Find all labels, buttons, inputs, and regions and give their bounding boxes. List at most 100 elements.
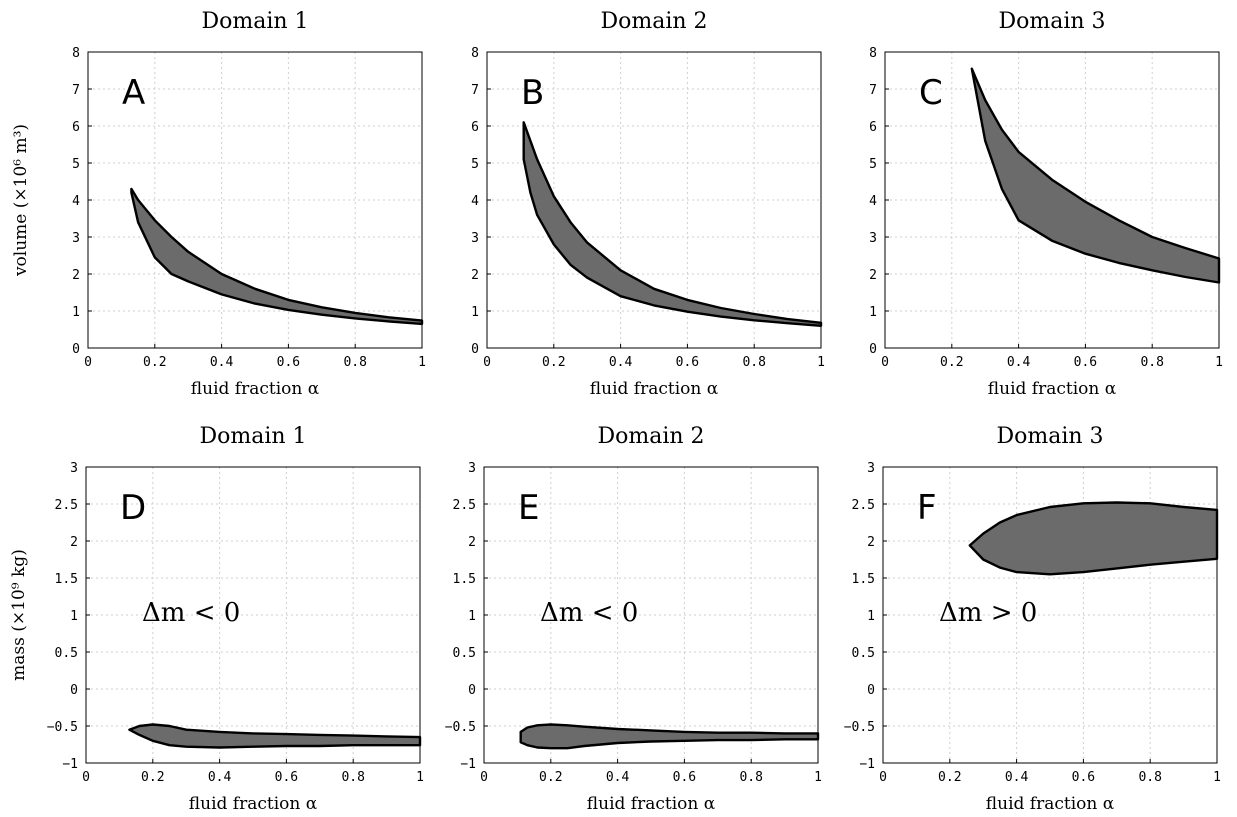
x-tick-label: 0.2 — [940, 355, 963, 370]
x-axis-label: fluid fraction α — [590, 379, 719, 399]
x-tick-label: 1 — [814, 770, 822, 785]
feasible-region — [970, 67, 1221, 284]
y-tick-label: 0.5 — [55, 646, 78, 661]
panel-1: 0 0.2 0.4 0.6 0.8 1 0 1 2 3 4 5 6 7 8 Domain 1 fluid fra… — [11, 9, 426, 399]
y-tick-label: 7 — [869, 83, 877, 98]
y-tick-label: 0.5 — [852, 646, 875, 661]
x-tick-label: 1 — [1215, 355, 1223, 370]
y-tick-label: 2 — [471, 268, 479, 283]
y-tick-label: 3 — [867, 461, 875, 476]
y-tick-label: 2 — [468, 535, 476, 550]
x-tick-label: 0 — [881, 355, 889, 370]
y-tick-label: −0.5 — [844, 720, 875, 735]
x-tick-label: 0.4 — [1005, 770, 1029, 785]
y-tick-label: 5 — [471, 157, 479, 172]
panel-title: Domain 3 — [996, 424, 1103, 449]
y-tick-label: 5 — [869, 157, 877, 172]
x-tick-label: 0.8 — [341, 770, 364, 785]
x-tick-label: 0.8 — [1138, 770, 1161, 785]
x-axis-label: fluid fraction α — [189, 794, 318, 814]
feasible-region — [968, 501, 1219, 576]
x-tick-label: 0.6 — [277, 355, 300, 370]
y-tick-label: 8 — [72, 46, 80, 61]
y-tick-label: −1 — [859, 757, 875, 772]
y-tick-label: 6 — [72, 120, 80, 135]
y-tick-label: 7 — [471, 83, 479, 98]
x-tick-label: 1 — [418, 355, 426, 370]
x-tick-label: 0.2 — [143, 355, 166, 370]
y-tick-label: 8 — [869, 46, 877, 61]
y-tick-label: 2.5 — [55, 498, 78, 513]
plot-frame — [87, 51, 423, 349]
y-tick-label: 3 — [869, 231, 877, 246]
panel-3: 0 0.2 0.4 0.6 0.8 1 0 1 2 3 4 5 6 7 8 Domain 3 fluid fra… — [869, 9, 1223, 399]
y-tick-label: −1 — [62, 757, 78, 772]
x-tick-label: 0.8 — [343, 355, 366, 370]
x-axis-label: fluid fraction α — [986, 794, 1115, 814]
x-tick-label: 0 — [483, 355, 491, 370]
y-axis-label: mass (×10⁹ kg) — [9, 549, 29, 681]
x-tick-label: 0.6 — [1072, 770, 1095, 785]
x-tick-label: 0.2 — [938, 770, 961, 785]
feasible-region — [128, 723, 422, 749]
panel-letter: E — [518, 488, 539, 528]
y-tick-label: 1 — [471, 305, 479, 320]
y-tick-label: 5 — [72, 157, 80, 172]
y-tick-label: 0 — [72, 342, 80, 357]
y-tick-label: 2.5 — [453, 498, 476, 513]
mass-change-annotation: Δm > 0 — [939, 598, 1037, 628]
plot-frame — [483, 466, 819, 764]
panel-4: 0 0.2 0.4 0.6 0.8 1 −1 −0.5 0 0.5 1 1.5 2 2.5 3 Domain … — [9, 424, 424, 814]
x-tick-label: 0.8 — [739, 770, 762, 785]
panel-letter: A — [122, 73, 145, 113]
x-tick-label: 0.4 — [208, 770, 232, 785]
y-tick-label: −0.5 — [445, 720, 476, 735]
y-tick-label: 2 — [869, 268, 877, 283]
x-tick-label: 0.8 — [1140, 355, 1163, 370]
mass-change-annotation: Δm < 0 — [142, 598, 240, 628]
panel-letter: B — [521, 73, 544, 113]
x-tick-label: 0.4 — [606, 770, 630, 785]
x-tick-label: 0.6 — [676, 355, 699, 370]
panel-title: Domain 1 — [201, 9, 308, 34]
y-tick-label: 1.5 — [55, 572, 78, 587]
x-tick-label: 0.4 — [1007, 355, 1031, 370]
y-tick-label: 3 — [471, 231, 479, 246]
y-tick-label: 1 — [468, 609, 476, 624]
x-tick-label: 1 — [1213, 770, 1221, 785]
panel-title: Domain 2 — [600, 9, 707, 34]
x-tick-label: 0 — [480, 770, 488, 785]
y-tick-label: 7 — [72, 83, 80, 98]
panel-title: Domain 3 — [998, 9, 1105, 34]
y-tick-label: 3 — [72, 231, 80, 246]
y-tick-label: 0 — [869, 342, 877, 357]
panel-2: 0 0.2 0.4 0.6 0.8 1 0 1 2 3 4 5 6 7 8 Domain 2 fluid fra… — [471, 9, 825, 399]
x-tick-label: 0.4 — [210, 355, 234, 370]
panel-title: Domain 1 — [199, 424, 306, 449]
y-tick-label: 2 — [70, 535, 78, 550]
y-tick-label: 2.5 — [852, 498, 875, 513]
x-tick-label: 0.6 — [673, 770, 696, 785]
x-tick-label: 0.2 — [141, 770, 164, 785]
x-axis-label: fluid fraction α — [587, 794, 716, 814]
plot-frame — [882, 466, 1218, 764]
y-tick-label: 6 — [869, 120, 877, 135]
y-tick-label: 1.5 — [453, 572, 476, 587]
x-tick-label: 0.6 — [275, 770, 298, 785]
y-tick-label: 1 — [70, 609, 78, 624]
x-tick-label: 0.8 — [742, 355, 765, 370]
y-tick-label: 1.5 — [852, 572, 875, 587]
y-tick-label: 4 — [72, 194, 80, 209]
y-tick-label: −1 — [460, 757, 476, 772]
y-tick-label: 6 — [471, 120, 479, 135]
y-tick-label: 8 — [471, 46, 479, 61]
panel-letter: F — [917, 488, 937, 528]
y-tick-label: 0 — [471, 342, 479, 357]
plot-frame — [85, 466, 421, 764]
y-axis-label: volume (×10⁶ m³) — [11, 124, 31, 277]
plot-frame — [884, 51, 1220, 349]
x-tick-label: 0.2 — [539, 770, 562, 785]
y-tick-label: 2 — [867, 535, 875, 550]
y-tick-label: 3 — [468, 461, 476, 476]
